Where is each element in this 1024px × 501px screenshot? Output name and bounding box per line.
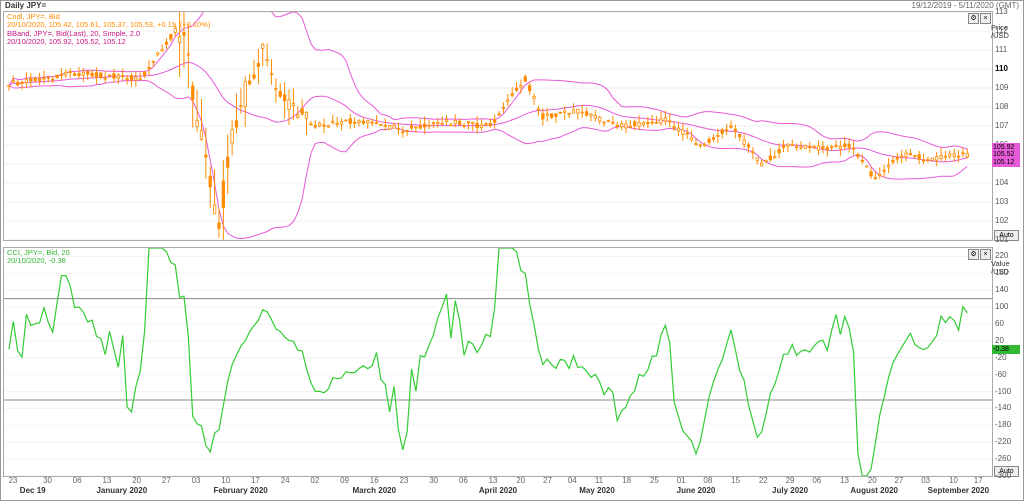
y-tick: 101 (995, 235, 1008, 244)
x-tick-day: 13 (489, 476, 498, 485)
price-legend: Cndl, JPY=, Bid20/10/2020, 105.42, 105.6… (7, 13, 210, 46)
x-tick-day: 15 (731, 476, 740, 485)
x-tick-month: May 2020 (579, 486, 615, 495)
x-tick-day: 06 (73, 476, 82, 485)
y-tick: 110 (995, 64, 1008, 73)
legend-line: 20/10/2020, 105.92, 105.52, 105.12 (7, 38, 210, 46)
cci-legend: CCI, JPY=, Bid, 2020/10/2020, -0.38 (7, 249, 70, 266)
x-tick-day: 24 (281, 476, 290, 485)
x-tick-day: 17 (974, 476, 983, 485)
x-tick-day: 25 (650, 476, 659, 485)
x-tick-month: March 2020 (352, 486, 396, 495)
x-tick-month: January 2020 (96, 486, 147, 495)
y-tick: 60 (995, 319, 1004, 328)
settings-icon[interactable]: ⚙ (968, 13, 979, 24)
x-tick-day: 02 (310, 476, 319, 485)
price-plot[interactable] (4, 12, 992, 240)
price-panel: Cndl, JPY=, Bid20/10/2020, 105.42, 105.6… (3, 11, 993, 241)
y-tick: 102 (995, 216, 1008, 225)
panel-controls-bottom: ⚙ × (968, 249, 991, 260)
x-tick-day: 13 (840, 476, 849, 485)
settings-icon[interactable]: ⚙ (968, 249, 979, 260)
cci-plot[interactable] (4, 248, 992, 476)
cci-value-badge: -0.38 (992, 345, 1020, 354)
x-tick-day: 18 (622, 476, 631, 485)
y-tick: 109 (995, 83, 1008, 92)
y-tick: -140 (995, 403, 1011, 412)
x-tick-month: Dec 19 (20, 486, 46, 495)
y-tick: 113 (995, 7, 1008, 16)
y-tick: 140 (995, 285, 1008, 294)
y-tick: -60 (995, 370, 1007, 379)
x-tick-day: 06 (812, 476, 821, 485)
x-tick-day: 10 (949, 476, 958, 485)
y-tick: 103 (995, 197, 1008, 206)
x-tick-month: September 2020 (928, 486, 989, 495)
x-tick-day: 08 (703, 476, 712, 485)
chart-title: Daily JPY= (5, 1, 46, 11)
price-y-axis: 101102103104105106107108109110111112113 (993, 12, 1019, 240)
x-tick-day: 30 (43, 476, 52, 485)
x-tick-day: 27 (162, 476, 171, 485)
x-axis: 23 30 06 13 20 27 03 10 17 24 02 09 16 23 30 06 13 20 27 04… (3, 476, 993, 498)
x-tick-month: April 2020 (479, 486, 517, 495)
y-tick: 220 (995, 251, 1008, 260)
legend-line: 20/10/2020, -0.38 (7, 257, 70, 265)
x-tick-day: 23 (8, 476, 17, 485)
x-tick-day: 17 (251, 476, 260, 485)
cci-panel: CCI, JPY=, Bid, 2020/10/2020, -0.38 ⚙ × … (3, 247, 993, 477)
x-tick-day: 29 (786, 476, 795, 485)
x-tick-day: 16 (370, 476, 379, 485)
x-tick-day: 20 (132, 476, 141, 485)
x-tick-day: 04 (568, 476, 577, 485)
x-tick-day: 03 (192, 476, 201, 485)
x-tick-day: 03 (921, 476, 930, 485)
y-tick: 100 (995, 302, 1008, 311)
close-icon[interactable]: × (980, 249, 991, 260)
x-tick-month: July 2020 (772, 486, 808, 495)
x-tick-day: 13 (102, 476, 111, 485)
cci-y-axis: -300-260-220-180-140-100-60-202060100140… (993, 248, 1019, 476)
x-tick-day: 01 (677, 476, 686, 485)
x-tick-month: August 2020 (850, 486, 898, 495)
x-tick-month: February 2020 (213, 486, 267, 495)
x-tick-month: June 2020 (677, 486, 716, 495)
x-tick-day: 11 (595, 476, 603, 485)
y-tick: 111 (995, 45, 1007, 54)
x-tick-day: 20 (516, 476, 525, 485)
x-tick-day: 23 (399, 476, 408, 485)
x-tick-day: 09 (340, 476, 349, 485)
y-tick: 107 (995, 121, 1008, 130)
y-tick: 104 (995, 178, 1008, 187)
y-tick: -220 (995, 437, 1011, 446)
y-tick: 112 (995, 26, 1008, 35)
x-tick-day: 22 (759, 476, 768, 485)
y-tick: -260 (995, 454, 1011, 463)
x-tick-day: 30 (429, 476, 438, 485)
y-tick: -300 (995, 471, 1011, 480)
x-tick-day: 27 (543, 476, 552, 485)
x-tick-day: 06 (459, 476, 468, 485)
x-tick-day: 27 (894, 476, 903, 485)
y-tick: -180 (995, 420, 1011, 429)
chart-container: Daily JPY= 19/12/2019 - 5/11/2020 (GMT) … (0, 0, 1024, 501)
price-badge: 105.12 (992, 158, 1020, 167)
y-tick: 108 (995, 102, 1008, 111)
x-tick-day: 20 (868, 476, 877, 485)
close-icon[interactable]: × (980, 13, 991, 24)
header-bar: Daily JPY= 19/12/2019 - 5/11/2020 (GMT) (1, 1, 1023, 11)
y-tick: 20 (995, 336, 1004, 345)
x-tick-day: 10 (221, 476, 230, 485)
y-tick: 180 (995, 268, 1008, 277)
y-tick: -100 (995, 387, 1011, 396)
panel-controls-top: ⚙ × (968, 13, 991, 24)
